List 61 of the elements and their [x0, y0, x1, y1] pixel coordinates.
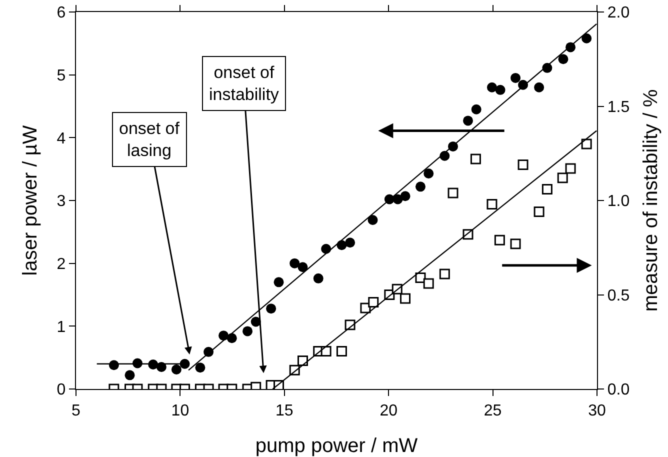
point: [565, 163, 576, 174]
point: [518, 159, 528, 170]
point: [448, 188, 458, 198]
point: [486, 82, 497, 92]
point: [534, 82, 544, 92]
point: [463, 116, 473, 126]
y2-tick-label: 0.0: [607, 382, 630, 399]
x-axis-title: pump power / mW: [255, 435, 418, 457]
point: [195, 362, 206, 373]
point: [439, 268, 450, 280]
point: [297, 355, 308, 366]
point: [424, 168, 434, 178]
point: [581, 138, 592, 150]
annotation: onset of lasing: [119, 119, 180, 160]
x-tick-label: 10: [171, 402, 190, 420]
point: [266, 304, 276, 314]
point: [470, 154, 481, 164]
x-tick-label: 20: [380, 402, 398, 420]
x-tick-label: 15: [276, 402, 294, 420]
point: [313, 273, 324, 284]
y-tick-label: 2: [56, 256, 66, 273]
y2-tick-label: 2.0: [607, 4, 630, 22]
point: [542, 184, 552, 194]
point: [494, 234, 505, 246]
point: [558, 54, 568, 64]
y-tick-label: 4: [56, 130, 66, 148]
point: [242, 326, 253, 336]
point: [368, 297, 379, 308]
point: [534, 206, 544, 218]
y-tick-label: 1: [56, 318, 66, 336]
x-tick-label: 5: [72, 402, 81, 420]
x-tick-label: 30: [588, 402, 606, 420]
y2-tick-label: 0.5: [607, 287, 630, 304]
point: [415, 182, 426, 192]
point: [471, 104, 482, 114]
point: [274, 277, 284, 288]
point: [423, 278, 434, 289]
x-tick-label: 25: [484, 402, 502, 420]
y2-tick-label: 1.5: [607, 98, 630, 116]
point: [582, 33, 592, 44]
y-tick-label: 6: [56, 4, 66, 22]
y-tick-label: 3: [56, 193, 66, 210]
point: [124, 370, 135, 380]
point: [368, 214, 378, 225]
point: [171, 364, 182, 375]
point: [298, 262, 308, 272]
y-tick-label: 5: [56, 67, 66, 84]
y2-axis-title: measure of instability / %: [640, 89, 662, 312]
y-axis-title: laser power / µW: [19, 125, 42, 276]
y-tick-label: 0: [56, 382, 66, 399]
point: [400, 191, 410, 202]
point: [290, 258, 300, 268]
point: [345, 238, 356, 248]
point: [400, 293, 411, 304]
y2-tick-label: 1.0: [607, 193, 630, 210]
point: [510, 238, 521, 250]
point: [510, 72, 521, 83]
point: [557, 172, 568, 184]
point: [486, 199, 498, 210]
point: [495, 84, 506, 95]
annotation: onset of instability: [209, 63, 280, 104]
